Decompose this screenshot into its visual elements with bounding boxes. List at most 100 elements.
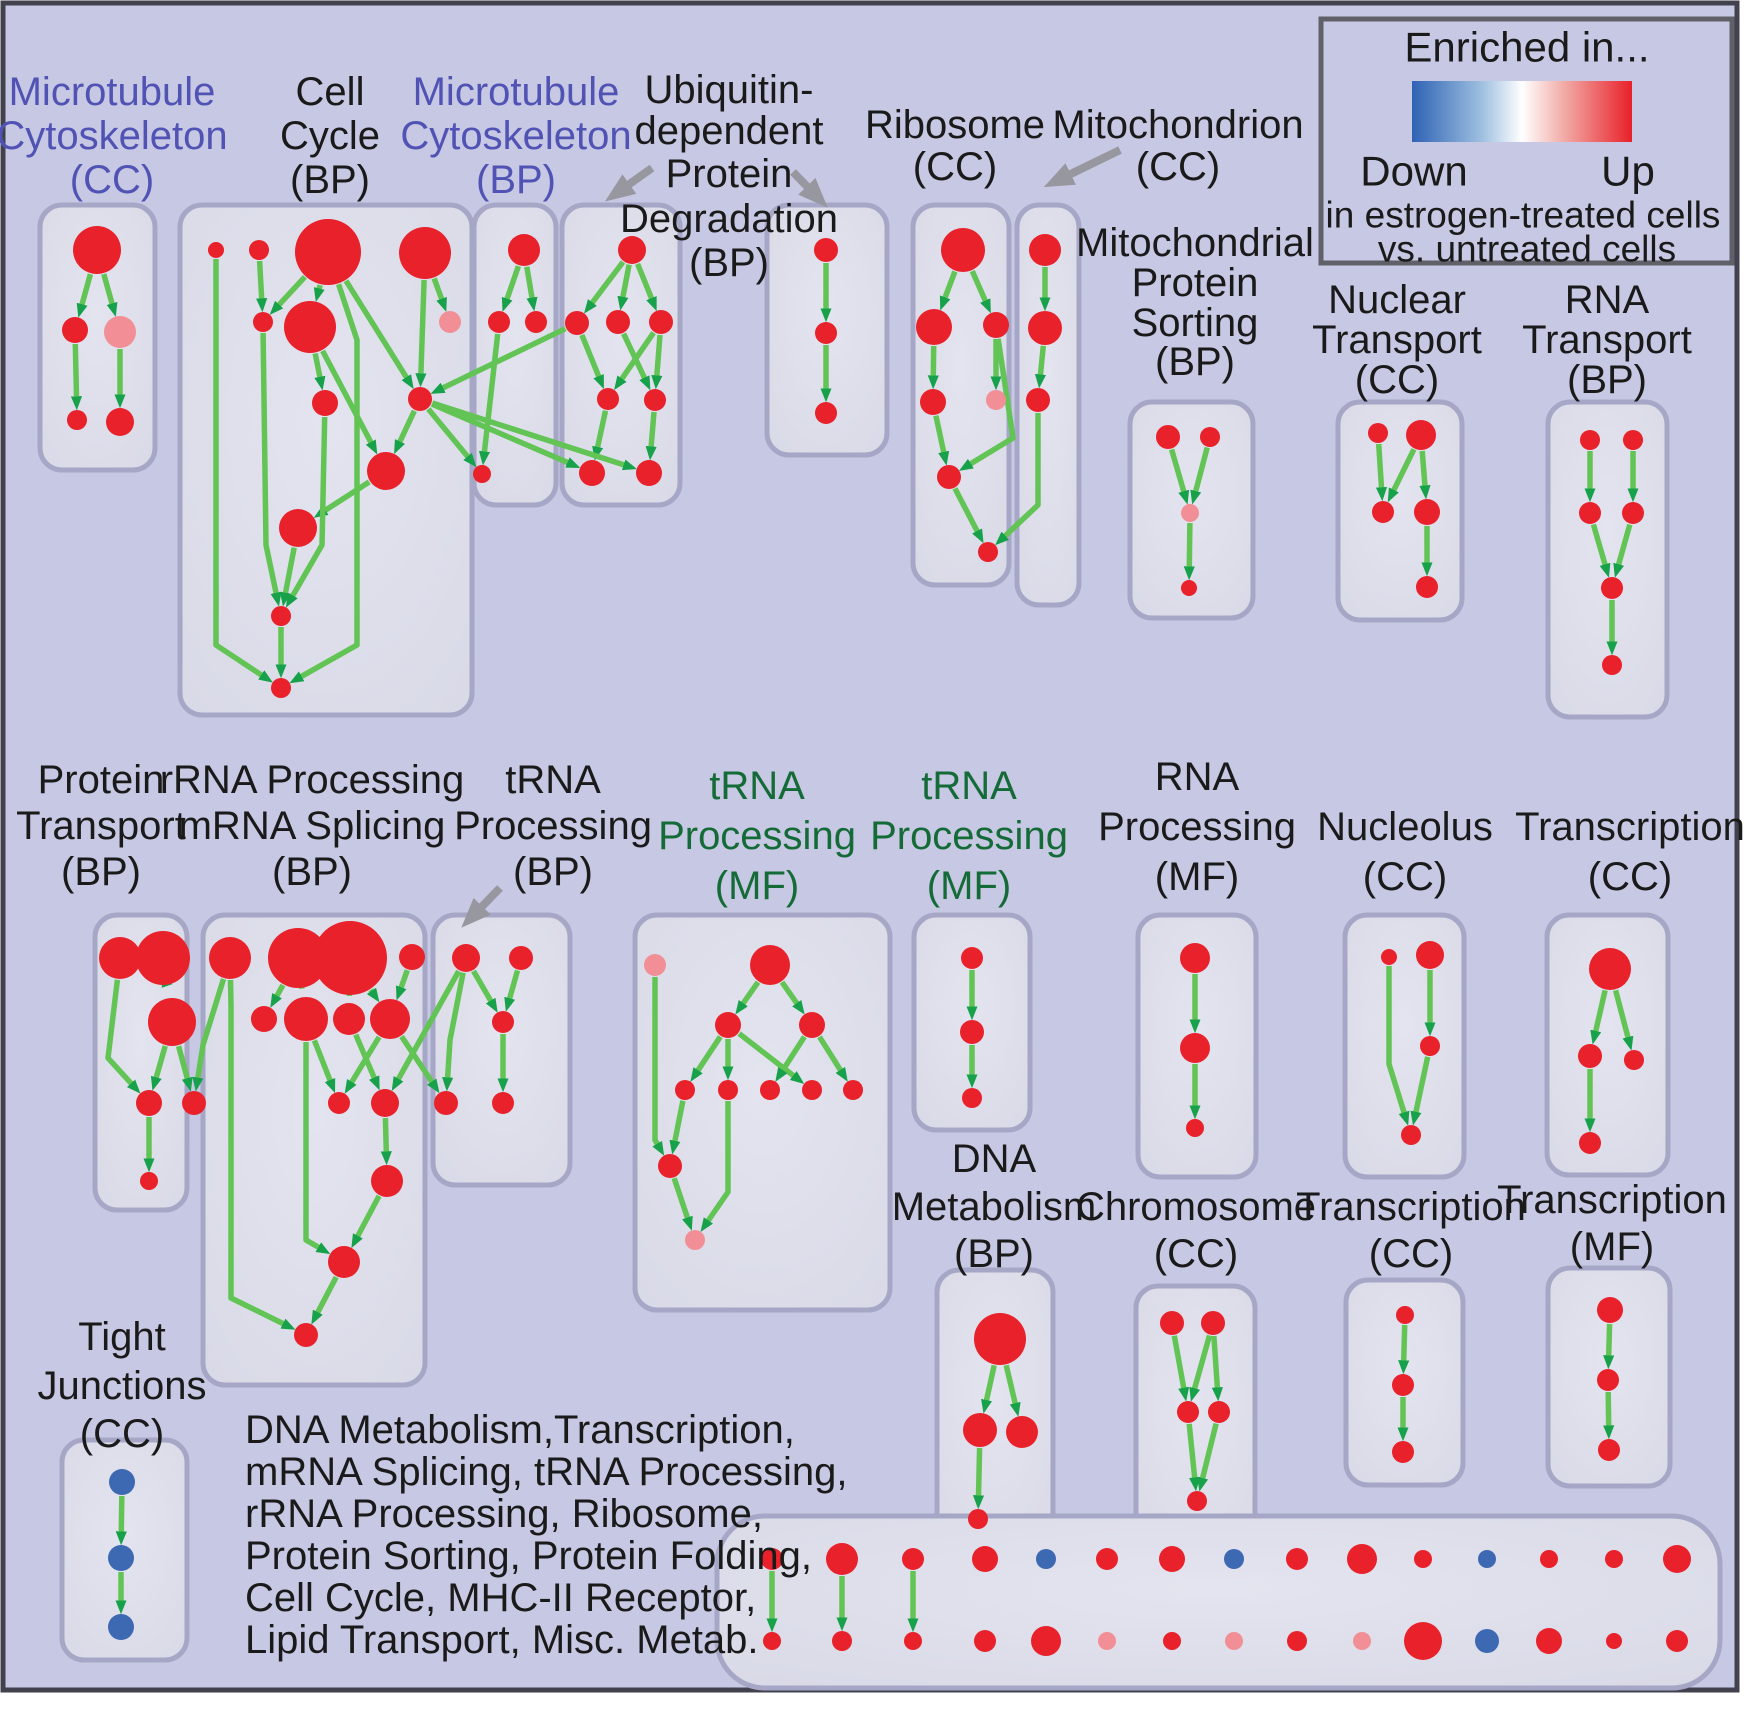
cluster-label-ribosome-line-2: (CC) <box>913 145 997 189</box>
cluster-label-trans_cc_bot-line-1: Transcription <box>1296 1185 1526 1229</box>
node-ribosome-4 <box>986 390 1006 410</box>
node-chromosome-0 <box>1160 1311 1184 1335</box>
node-protein_transport-4 <box>182 1091 206 1115</box>
cross-edge-6 <box>399 1034 440 1094</box>
node-mitochondrion-1 <box>1028 311 1062 345</box>
annotation-arrow-3 <box>1043 146 1122 188</box>
cross-edge-3 <box>431 400 637 471</box>
annotation-arrow-4 <box>461 885 503 928</box>
edge-trna_bp-1 <box>504 969 521 1012</box>
node-cell_cycle-3 <box>399 227 451 279</box>
edge-trna_mf_1-6 <box>817 1035 848 1082</box>
edge-chromosome-2 <box>1211 1335 1223 1402</box>
node-trans_cc_bot-1 <box>1392 1374 1414 1396</box>
edge-cell_cycle-4 <box>431 277 447 312</box>
misc-category-text-line-5: Cell Cycle, MHC-II Receptor, <box>245 1576 756 1620</box>
cluster-label-cell_cycle-line-2: Cycle <box>280 114 380 158</box>
cluster-label-nucleolus-line-1: Nucleolus <box>1317 805 1493 849</box>
cluster-label-tight_junctions-line-2: Junctions <box>38 1364 207 1408</box>
node-trna_mf_1-0 <box>644 954 666 976</box>
edge-cell_cycle-6 <box>312 352 326 391</box>
edge-trna_bp-0 <box>471 969 498 1013</box>
node-summary_row-15 <box>763 1632 781 1650</box>
node-ubiq_deg-0 <box>618 236 646 264</box>
node-mt_cc-1 <box>62 317 88 343</box>
cluster-label-rrna_mrna-line-1: rRNA Processing <box>160 758 465 802</box>
node-trna_mf_1-3 <box>799 1012 825 1038</box>
node-ribosome-5 <box>937 465 961 489</box>
edge-cell_cycle-8 <box>394 409 417 455</box>
node-rna_transport-2 <box>1579 502 1601 524</box>
node-mt_bp-2 <box>525 311 547 333</box>
edge-rrna_mrna-12 <box>227 979 296 1330</box>
cross-edge-0 <box>430 326 567 394</box>
cluster-label-protein_transport-line-3: (BP) <box>61 850 141 894</box>
node-summary_row-3 <box>972 1546 998 1572</box>
node-summary_row-9 <box>1347 1544 1377 1574</box>
node-trans_cc_mid-3 <box>1579 1132 1601 1154</box>
node-nuclear_transport-3 <box>1414 499 1440 525</box>
cluster-label-ubiq_deg-line-5: (BP) <box>689 241 769 285</box>
legend-down-label: Down <box>1360 148 1467 195</box>
cluster-label-chromosome-line-1: Chromosome <box>1076 1185 1316 1229</box>
edge-nucleolus-2 <box>1386 966 1410 1126</box>
edge-rrna_mrna-10 <box>303 1042 331 1255</box>
node-nucleolus-2 <box>1420 1036 1440 1056</box>
edge-rrna_mrna-9 <box>351 1194 382 1249</box>
node-ribosome-0 <box>941 228 985 272</box>
annotation-arrow-2 <box>790 169 828 208</box>
node-mps-2 <box>1181 504 1199 522</box>
cluster-label-trna_mf_2-line-3: (MF) <box>927 864 1011 908</box>
edge-ribosome-6 <box>952 487 984 544</box>
cluster-label-ribosome-line-1: Ribosome <box>865 103 1045 147</box>
node-summary_row-4 <box>1036 1549 1056 1569</box>
edge-mt_bp-0 <box>501 265 521 312</box>
cluster-label-cell_cycle-line-1: Cell <box>296 70 365 114</box>
node-summary_row-2 <box>902 1548 924 1570</box>
node-summary_row-19 <box>1031 1626 1061 1656</box>
edge-dna_met-1 <box>1003 1364 1021 1417</box>
cross-edge-2 <box>430 401 581 468</box>
node-summary_row-26 <box>1475 1629 1499 1653</box>
node-trans_cc_mid-2 <box>1624 1050 1644 1070</box>
misc-category-text-line-1: DNA Metabolism,Transcription, <box>245 1408 795 1452</box>
node-cell_cycle-5 <box>284 301 336 353</box>
node-chromosome-2 <box>1177 1401 1199 1423</box>
cluster-boxes-layer <box>37 202 1723 1691</box>
cluster-label-rna_proc_mf-line-1: RNA <box>1155 755 1240 799</box>
node-trans_cc_bot-0 <box>1396 1306 1414 1324</box>
node-ribosome-3 <box>920 389 946 415</box>
node-rna_proc_mf-0 <box>1180 943 1210 973</box>
legend-title: Enriched in... <box>1404 24 1649 71</box>
edge-rrna_mrna-0 <box>270 983 286 1008</box>
edge-chromosome-0 <box>1171 1335 1190 1402</box>
node-ribosome-2 <box>983 312 1009 338</box>
node-nuclear_transport-1 <box>1406 420 1436 450</box>
cluster-box-rna_transport <box>1545 399 1670 720</box>
node-trna_bp-1 <box>509 946 533 970</box>
node-rna_proc_mf-2 <box>1186 1119 1204 1137</box>
edge-trna_mf_1-8 <box>669 1100 686 1155</box>
edge-trna_mf_1-0 <box>735 980 761 1015</box>
cluster-label-cell_cycle-line-3: (BP) <box>290 158 370 202</box>
node-summary_row-1 <box>826 1543 858 1575</box>
edge-cell_cycle-9 <box>313 479 371 518</box>
edge-dna_met-2 <box>972 1447 985 1510</box>
node-rrna_mrna-5 <box>284 997 328 1041</box>
edge-mps-1 <box>1190 446 1210 505</box>
node-cell_cycle-1 <box>249 240 269 260</box>
cluster-label-trans_mf-line-2: (MF) <box>1570 1225 1654 1269</box>
cluster-label-mps-line-4: (BP) <box>1155 340 1235 384</box>
edge-ribosome-5 <box>958 338 1016 471</box>
edge-nuclear_transport-2 <box>1419 450 1431 500</box>
edge-cell_cycle-7 <box>320 349 378 455</box>
node-cell_cycle-0 <box>208 242 224 258</box>
node-ubiq_deg-2 <box>606 310 630 334</box>
node-nuclear_transport-0 <box>1368 423 1388 443</box>
node-tight_junctions-0 <box>109 1469 135 1495</box>
edge-chromosome-4 <box>1197 1422 1219 1492</box>
node-trna_bp-3 <box>434 1091 458 1115</box>
node-summary_row-5 <box>1096 1548 1118 1570</box>
